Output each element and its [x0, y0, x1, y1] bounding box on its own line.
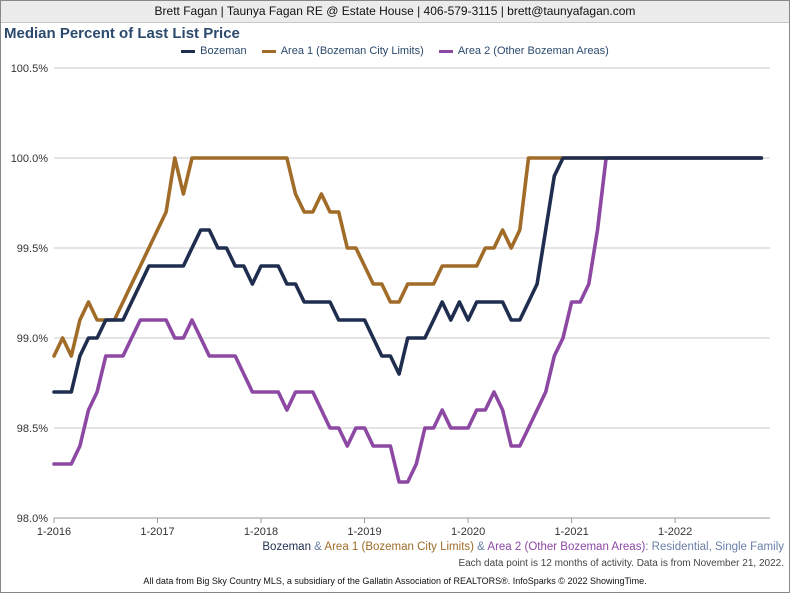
agent-contact-header: Brett Fagan | Taunya Fagan RE @ Estate H…: [1, 1, 789, 23]
legend-item-bozeman[interactable]: Bozeman: [181, 45, 247, 57]
legend-item-area1[interactable]: Area 1 (Bozeman City Limits): [261, 45, 424, 57]
x-tick-label: 1-2016: [37, 526, 71, 538]
x-tick-label: 1-2017: [140, 526, 174, 538]
subtitle-amp-2: &: [473, 541, 488, 553]
activity-note: Each data point is 12 months of activity…: [458, 558, 784, 569]
x-tick-label: 1-2019: [347, 526, 381, 538]
legend-swatch-bozeman: [181, 49, 196, 53]
subtitle-suffix: : Residential, Single Family: [645, 541, 784, 553]
chart-title: Median Percent of Last List Price: [4, 25, 240, 42]
legend-item-area2[interactable]: Area 2 (Other Bozeman Areas): [438, 45, 609, 57]
series-line-area2: [52, 156, 764, 484]
legend-label-bozeman: Bozeman: [200, 45, 247, 57]
y-tick-label: 98.5%: [17, 423, 48, 435]
y-tick-label: 98.0%: [17, 513, 48, 525]
subtitle-amp-1: &: [310, 541, 325, 553]
legend-swatch-area1: [261, 49, 276, 53]
y-tick-label: 99.5%: [17, 243, 48, 255]
x-tick-label: 1-2021: [554, 526, 588, 538]
x-tick-label: 1-2018: [244, 526, 278, 538]
y-tick-label: 99.0%: [17, 333, 48, 345]
chart-legend: Bozeman Area 1 (Bozeman City Limits) Are…: [0, 45, 790, 57]
series-line-area1: [52, 156, 764, 358]
legend-swatch-area2: [438, 49, 453, 53]
subtitle-area1: Area 1 (Bozeman City Limits): [324, 541, 474, 553]
chart-subtitle: Bozeman & Area 1 (Bozeman City Limits) &…: [262, 541, 784, 553]
subtitle-area2: Area 2 (Other Bozeman Areas): [487, 541, 646, 553]
subtitle-bozeman: Bozeman: [262, 541, 311, 553]
legend-label-area2: Area 2 (Other Bozeman Areas): [457, 45, 609, 57]
series-line-bozeman: [52, 156, 764, 394]
x-tick-label: 1-2020: [451, 526, 485, 538]
legend-label-area1: Area 1 (Bozeman City Limits): [280, 45, 424, 57]
x-tick-label: 1-2022: [658, 526, 692, 538]
data-source-footer: All data from Big Sky Country MLS, a sub…: [143, 576, 647, 586]
y-tick-label: 100.5%: [11, 63, 49, 75]
y-tick-label: 100.0%: [11, 153, 49, 165]
